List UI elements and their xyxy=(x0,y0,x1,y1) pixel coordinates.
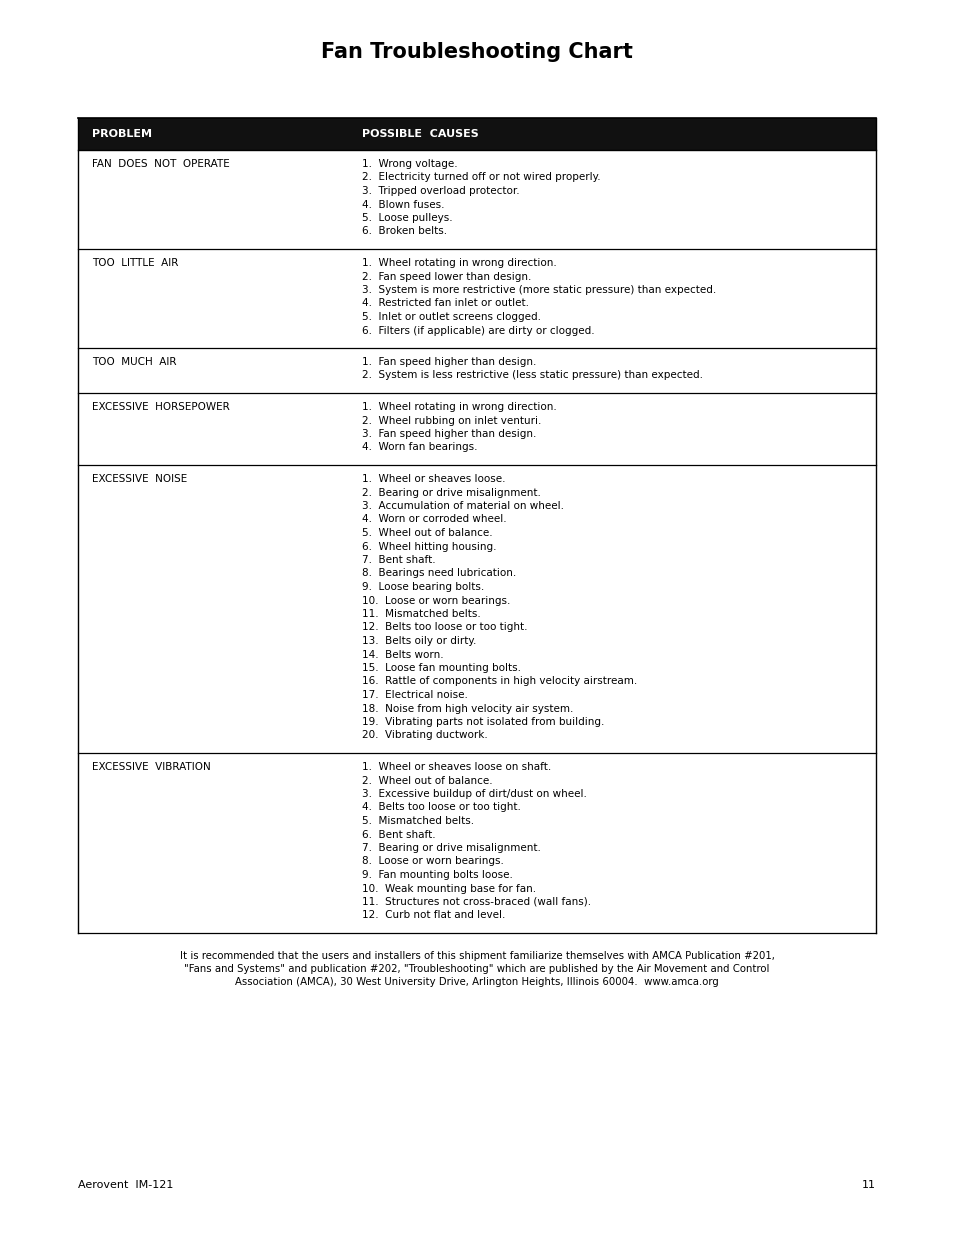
Text: 2.  Electricity turned off or not wired properly.: 2. Electricity turned off or not wired p… xyxy=(361,173,600,183)
Text: 4.  Worn fan bearings.: 4. Worn fan bearings. xyxy=(361,442,477,452)
Text: TOO  LITTLE  AIR: TOO LITTLE AIR xyxy=(91,258,178,268)
Text: 11.  Structures not cross-braced (wall fans).: 11. Structures not cross-braced (wall fa… xyxy=(361,897,591,906)
Text: FAN  DOES  NOT  OPERATE: FAN DOES NOT OPERATE xyxy=(91,159,230,169)
Text: 2.  Fan speed lower than design.: 2. Fan speed lower than design. xyxy=(361,272,531,282)
Text: 2.  Wheel out of balance.: 2. Wheel out of balance. xyxy=(361,776,492,785)
Text: 1.  Wheel or sheaves loose.: 1. Wheel or sheaves loose. xyxy=(361,474,505,484)
Text: 11.  Mismatched belts.: 11. Mismatched belts. xyxy=(361,609,480,619)
Text: 1.  Wheel rotating in wrong direction.: 1. Wheel rotating in wrong direction. xyxy=(361,258,557,268)
Text: 4.  Restricted fan inlet or outlet.: 4. Restricted fan inlet or outlet. xyxy=(361,299,529,309)
Text: 2.  System is less restrictive (less static pressure) than expected.: 2. System is less restrictive (less stat… xyxy=(361,370,702,380)
Bar xyxy=(78,119,875,149)
Text: Fan Troubleshooting Chart: Fan Troubleshooting Chart xyxy=(321,42,632,62)
Text: 6.  Bent shaft.: 6. Bent shaft. xyxy=(361,830,436,840)
Text: 18.  Noise from high velocity air system.: 18. Noise from high velocity air system. xyxy=(361,704,573,714)
Text: 1.  Wheel rotating in wrong direction.: 1. Wheel rotating in wrong direction. xyxy=(361,403,557,412)
Text: 1.  Wrong voltage.: 1. Wrong voltage. xyxy=(361,159,457,169)
Text: 5.  Wheel out of balance.: 5. Wheel out of balance. xyxy=(361,529,492,538)
Text: 3.  Accumulation of material on wheel.: 3. Accumulation of material on wheel. xyxy=(361,501,563,511)
Text: 8.  Loose or worn bearings.: 8. Loose or worn bearings. xyxy=(361,857,503,867)
Text: 6.  Wheel hitting housing.: 6. Wheel hitting housing. xyxy=(361,541,496,552)
Text: 4.  Worn or corroded wheel.: 4. Worn or corroded wheel. xyxy=(361,515,506,525)
Text: 2.  Bearing or drive misalignment.: 2. Bearing or drive misalignment. xyxy=(361,488,540,498)
Text: It is recommended that the users and installers of this shipment familiarize the: It is recommended that the users and ins… xyxy=(179,951,774,988)
Text: 11: 11 xyxy=(862,1179,875,1191)
Text: 10.  Loose or worn bearings.: 10. Loose or worn bearings. xyxy=(361,595,510,605)
Text: 4.  Blown fuses.: 4. Blown fuses. xyxy=(361,200,444,210)
Text: 12.  Curb not flat and level.: 12. Curb not flat and level. xyxy=(361,910,505,920)
Text: 13.  Belts oily or dirty.: 13. Belts oily or dirty. xyxy=(361,636,476,646)
Text: EXCESSIVE  NOISE: EXCESSIVE NOISE xyxy=(91,474,187,484)
Text: 17.  Electrical noise.: 17. Electrical noise. xyxy=(361,690,467,700)
Text: 3.  Excessive buildup of dirt/dust on wheel.: 3. Excessive buildup of dirt/dust on whe… xyxy=(361,789,586,799)
Text: EXCESSIVE  VIBRATION: EXCESSIVE VIBRATION xyxy=(91,762,211,772)
Text: 5.  Mismatched belts.: 5. Mismatched belts. xyxy=(361,816,474,826)
Text: 7.  Bearing or drive misalignment.: 7. Bearing or drive misalignment. xyxy=(361,844,540,853)
Text: 20.  Vibrating ductwork.: 20. Vibrating ductwork. xyxy=(361,730,487,741)
Text: 9.  Loose bearing bolts.: 9. Loose bearing bolts. xyxy=(361,582,484,592)
Text: 5.  Inlet or outlet screens clogged.: 5. Inlet or outlet screens clogged. xyxy=(361,312,540,322)
Text: 7.  Bent shaft.: 7. Bent shaft. xyxy=(361,555,436,564)
Text: 15.  Loose fan mounting bolts.: 15. Loose fan mounting bolts. xyxy=(361,663,520,673)
Text: 6.  Filters (if applicable) are dirty or clogged.: 6. Filters (if applicable) are dirty or … xyxy=(361,326,594,336)
Text: PROBLEM: PROBLEM xyxy=(91,128,152,140)
Text: 2.  Wheel rubbing on inlet venturi.: 2. Wheel rubbing on inlet venturi. xyxy=(361,415,540,426)
Text: 1.  Fan speed higher than design.: 1. Fan speed higher than design. xyxy=(361,357,536,367)
Text: Aerovent  IM-121: Aerovent IM-121 xyxy=(78,1179,173,1191)
Text: 12.  Belts too loose or too tight.: 12. Belts too loose or too tight. xyxy=(361,622,527,632)
Text: TOO  MUCH  AIR: TOO MUCH AIR xyxy=(91,357,176,367)
Text: POSSIBLE  CAUSES: POSSIBLE CAUSES xyxy=(361,128,478,140)
Text: 8.  Bearings need lubrication.: 8. Bearings need lubrication. xyxy=(361,568,516,578)
Text: 9.  Fan mounting bolts loose.: 9. Fan mounting bolts loose. xyxy=(361,869,513,881)
Text: 16.  Rattle of components in high velocity airstream.: 16. Rattle of components in high velocit… xyxy=(361,677,637,687)
Text: 3.  System is more restrictive (more static pressure) than expected.: 3. System is more restrictive (more stat… xyxy=(361,285,716,295)
Text: 1.  Wheel or sheaves loose on shaft.: 1. Wheel or sheaves loose on shaft. xyxy=(361,762,551,772)
Text: 3.  Tripped overload protector.: 3. Tripped overload protector. xyxy=(361,186,519,196)
Text: 3.  Fan speed higher than design.: 3. Fan speed higher than design. xyxy=(361,429,536,438)
Text: EXCESSIVE  HORSEPOWER: EXCESSIVE HORSEPOWER xyxy=(91,403,230,412)
Text: 19.  Vibrating parts not isolated from building.: 19. Vibrating parts not isolated from bu… xyxy=(361,718,604,727)
Text: 14.  Belts worn.: 14. Belts worn. xyxy=(361,650,443,659)
Text: 10.  Weak mounting base for fan.: 10. Weak mounting base for fan. xyxy=(361,883,536,893)
Text: 4.  Belts too loose or too tight.: 4. Belts too loose or too tight. xyxy=(361,803,520,813)
Text: 5.  Loose pulleys.: 5. Loose pulleys. xyxy=(361,212,452,224)
Text: 6.  Broken belts.: 6. Broken belts. xyxy=(361,226,447,236)
